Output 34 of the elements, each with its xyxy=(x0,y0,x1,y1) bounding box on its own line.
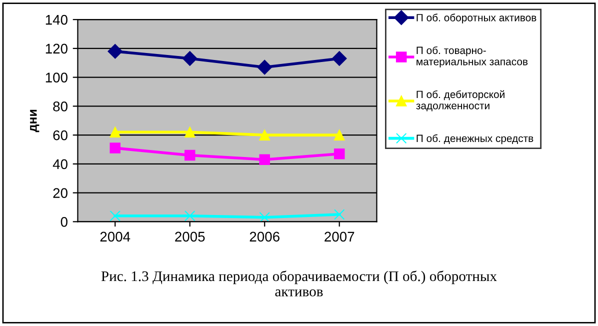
point xyxy=(110,126,120,138)
y-tick-label: 60 xyxy=(53,130,68,140)
y-tick-label: 20 xyxy=(53,188,68,198)
legend-label: П об. товарно- материальных запасов xyxy=(416,46,528,68)
point xyxy=(108,44,123,59)
point xyxy=(259,130,270,140)
y-axis-title: дни xyxy=(30,110,40,132)
point xyxy=(259,212,270,222)
point xyxy=(257,60,272,75)
x-tick-label: 2004 xyxy=(100,232,130,242)
point xyxy=(334,130,345,140)
legend-label: П об. оборотных активов xyxy=(416,14,536,24)
x-tick-label: 2005 xyxy=(175,232,205,242)
y-tick-label: 80 xyxy=(53,102,68,112)
point xyxy=(184,150,196,161)
y-tick-label: 120 xyxy=(46,44,68,54)
y-tick-label: 140 xyxy=(46,14,68,25)
point xyxy=(110,142,120,154)
point xyxy=(334,209,345,220)
point xyxy=(184,210,196,222)
legend-label: П об. денежных средств xyxy=(416,134,534,144)
x-tick-label: 2007 xyxy=(324,232,354,242)
x-tick-label: 2006 xyxy=(250,232,280,242)
text: Рис. 1.3 Динамика периода оборачиваемости (П об.) оборотных активов xyxy=(101,270,497,296)
legend-label: П об. дебиторской задолженности xyxy=(416,90,504,112)
y-tick-label: 40 xyxy=(52,159,68,170)
y-tick-label: 100 xyxy=(46,72,68,82)
point xyxy=(182,51,198,66)
point xyxy=(332,51,347,66)
point xyxy=(110,210,120,222)
point xyxy=(184,126,196,138)
point xyxy=(334,148,345,160)
point xyxy=(259,154,270,165)
y-tick-label: 0 xyxy=(60,217,68,227)
